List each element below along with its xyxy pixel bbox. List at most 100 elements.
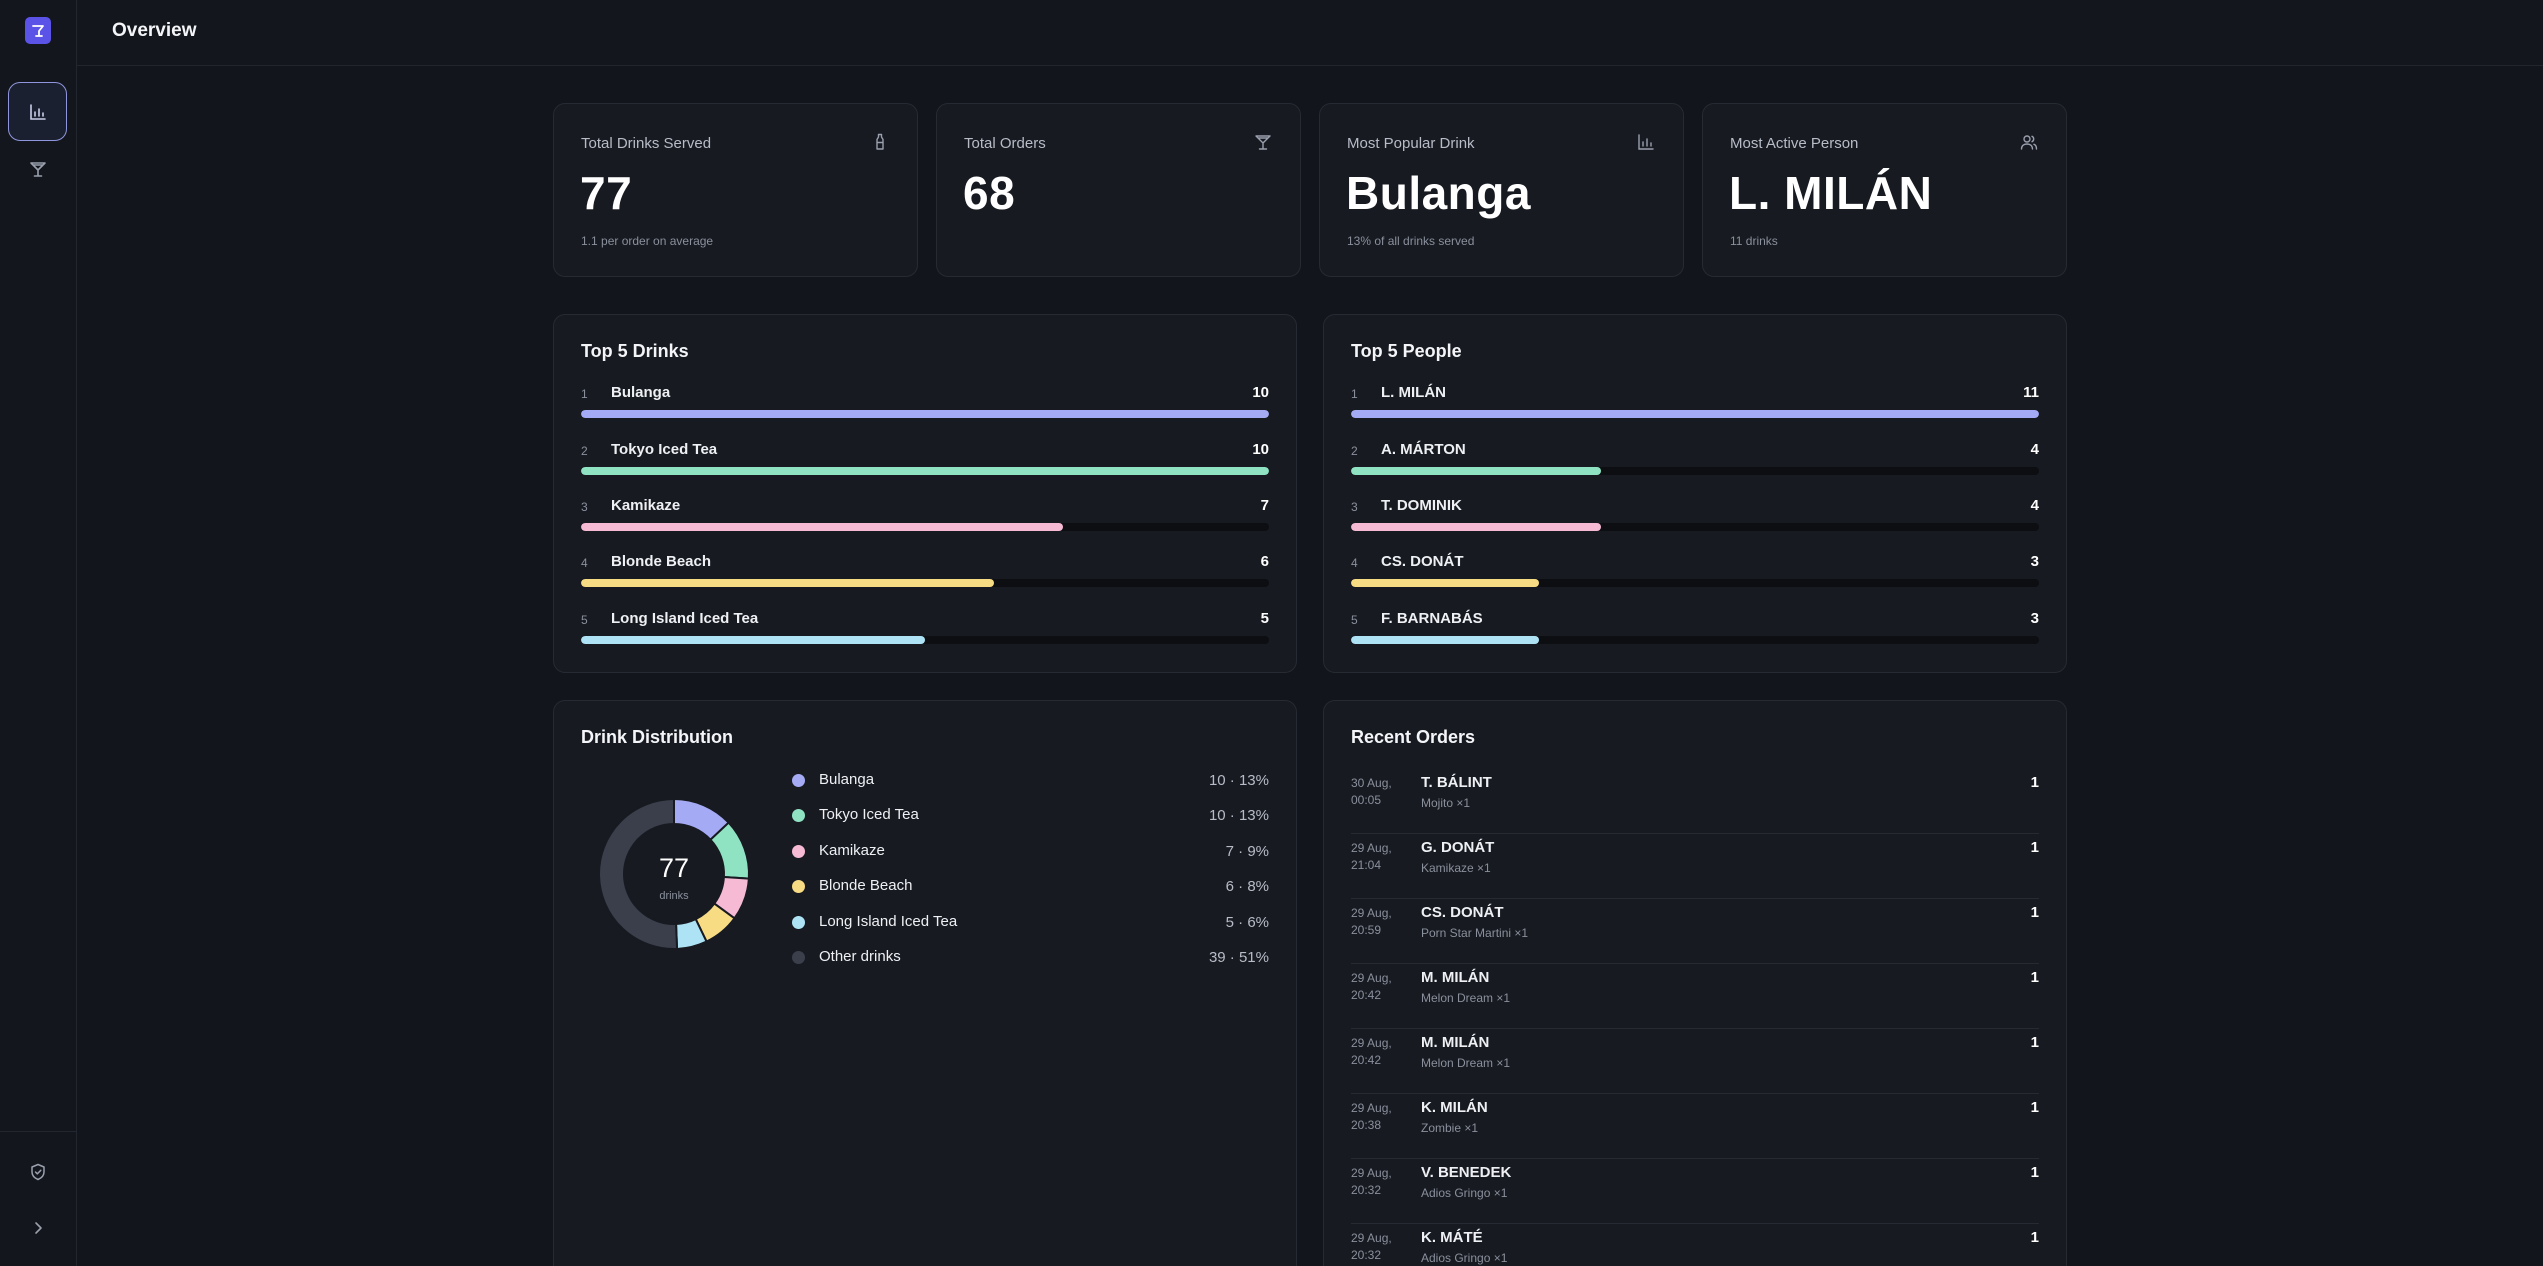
person-count: 3	[2030, 553, 2039, 570]
list-item: 3 T. DOMINIK 4	[1351, 497, 2039, 537]
legend-dot	[792, 916, 805, 929]
cocktail-glass-icon	[1253, 132, 1273, 152]
admin-button[interactable]	[8, 1142, 67, 1201]
progress-track	[1351, 579, 2039, 587]
legend-label: Long Island Iced Tea	[819, 913, 958, 930]
order-person: M. MILÁN	[1421, 1034, 1490, 1051]
bar-chart-icon	[1636, 132, 1656, 152]
order-person: CS. DONÁT	[1421, 904, 1504, 921]
person-count: 11	[2023, 384, 2039, 401]
drink-count: 5	[1260, 610, 1269, 627]
order-quantity: 1	[2030, 1099, 2039, 1116]
legend-value: 5 · 6%	[1225, 914, 1269, 931]
rank-number: 5	[581, 613, 588, 627]
drink-name: Tokyo Iced Tea	[611, 441, 718, 458]
table-row[interactable]: 29 Aug, 20:42 M. MILÁN Melon Dream ×1 1	[1351, 1029, 2039, 1094]
page-title: Overview	[112, 20, 197, 41]
legend-item: Other drinks 39 · 51%	[792, 947, 1269, 969]
table-row[interactable]: 29 Aug, 20:38 K. MILÁN Zombie ×1 1	[1351, 1094, 2039, 1159]
drink-count: 10	[1252, 384, 1269, 401]
bottle-icon	[870, 132, 890, 152]
donut-chart: 77 drinks	[598, 797, 750, 950]
person-name: L. MILÁN	[1381, 384, 1446, 401]
order-quantity: 1	[2030, 1164, 2039, 1181]
donut-center-label: drinks	[659, 890, 689, 902]
table-row[interactable]: 29 Aug, 20:32 K. MÁTÉ Adios Gringo ×1 1	[1351, 1224, 2039, 1266]
legend-label: Blonde Beach	[819, 877, 913, 894]
rank-number: 4	[1351, 556, 1358, 570]
order-person: K. MILÁN	[1421, 1099, 1488, 1116]
legend-item: Blonde Beach 6 · 8%	[792, 876, 1269, 898]
order-timestamp: 29 Aug, 20:32	[1351, 1231, 1392, 1262]
section-title: Drink Distribution	[581, 727, 733, 747]
order-item: Kamikaze ×1	[1421, 861, 1491, 875]
section-title: Recent Orders	[1351, 727, 1476, 747]
legend-value: 6 · 8%	[1225, 878, 1269, 895]
progress-fill	[1351, 523, 1602, 531]
progress-fill	[581, 410, 1269, 418]
donut-slice-other-drinks	[598, 797, 679, 950]
order-quantity: 1	[2030, 969, 2039, 986]
person-count: 3	[2030, 610, 2039, 627]
legend-label: Kamikaze	[819, 842, 885, 859]
section-title: Top 5 People	[1351, 341, 1462, 361]
order-timestamp: 29 Aug, 21:04	[1351, 841, 1392, 872]
order-timestamp: 29 Aug, 20:59	[1351, 906, 1392, 937]
legend-item: Kamikaze 7 · 9%	[792, 841, 1269, 863]
order-person: T. BÁLINT	[1421, 774, 1492, 791]
legend-dot	[792, 951, 805, 964]
nav-drinks-button[interactable]	[8, 139, 67, 198]
table-row[interactable]: 29 Aug, 21:04 G. DONÁT Kamikaze ×1 1	[1351, 834, 2039, 899]
drink-count: 10	[1252, 441, 1269, 458]
cocktail-logo-icon[interactable]	[25, 17, 51, 44]
sidebar	[0, 0, 77, 1266]
legend-dot	[792, 880, 805, 893]
order-timestamp: 29 Aug, 20:42	[1351, 971, 1392, 1002]
stat-card-most-popular-drink: Most Popular Drink Bulanga 13% of all dr…	[1319, 103, 1684, 277]
list-item: 2 Tokyo Iced Tea 10	[581, 441, 1269, 481]
table-row[interactable]: 29 Aug, 20:42 M. MILÁN Melon Dream ×1 1	[1351, 964, 2039, 1029]
top-drinks-card: Top 5 Drinks 1 Bulanga 10 2 Tokyo Iced T…	[553, 314, 1297, 673]
order-item: Zombie ×1	[1421, 1121, 1479, 1135]
stat-value: Bulanga	[1346, 167, 1531, 219]
expand-sidebar-button[interactable]	[8, 1198, 67, 1257]
legend-dot	[792, 774, 805, 787]
donut-center-value: 77	[659, 853, 689, 883]
stat-label: Total Drinks Served	[581, 135, 712, 152]
order-quantity: 1	[2030, 1229, 2039, 1246]
progress-fill	[581, 467, 1269, 475]
legend-value: 10 · 13%	[1208, 807, 1269, 824]
progress-track	[581, 467, 1269, 475]
person-name: A. MÁRTON	[1381, 441, 1466, 458]
progress-fill	[581, 579, 994, 587]
drink-name: Bulanga	[611, 384, 671, 401]
list-item: 5 Long Island Iced Tea 5	[581, 610, 1269, 650]
order-quantity: 1	[2030, 839, 2039, 856]
stat-label: Total Orders	[964, 135, 1046, 152]
table-row[interactable]: 29 Aug, 20:32 V. BENEDEK Adios Gringo ×1 …	[1351, 1159, 2039, 1224]
list-item: 2 A. MÁRTON 4	[1351, 441, 2039, 481]
chevron-right-icon	[28, 1218, 48, 1238]
rank-number: 3	[1351, 500, 1358, 514]
rank-number: 3	[581, 500, 588, 514]
legend-label: Bulanga	[819, 771, 875, 788]
progress-track	[1351, 523, 2039, 531]
nav-overview-button[interactable]	[8, 82, 67, 141]
stat-label: Most Popular Drink	[1347, 135, 1475, 152]
drink-count: 7	[1260, 497, 1269, 514]
legend-value: 7 · 9%	[1225, 843, 1269, 860]
legend-item: Long Island Iced Tea 5 · 6%	[792, 912, 1269, 934]
progress-fill	[1351, 467, 1602, 475]
order-item: Porn Star Martini ×1	[1421, 926, 1529, 940]
users-icon	[2019, 132, 2039, 152]
rank-number: 2	[581, 444, 588, 458]
stat-value: 77	[580, 167, 633, 219]
list-item: 5 F. BARNABÁS 3	[1351, 610, 2039, 650]
recent-orders-card: Recent Orders 30 Aug, 00:05 T. BÁLINT Moj…	[1323, 700, 2067, 1266]
table-row[interactable]: 29 Aug, 20:59 CS. DONÁT Porn Star Martini…	[1351, 899, 2039, 964]
table-row[interactable]: 30 Aug, 00:05 T. BÁLINT Mojito ×1 1	[1351, 769, 2039, 834]
progress-track	[1351, 410, 2039, 418]
order-item: Melon Dream ×1	[1421, 1056, 1511, 1070]
order-timestamp: 29 Aug, 20:42	[1351, 1036, 1392, 1067]
progress-track	[581, 410, 1269, 418]
